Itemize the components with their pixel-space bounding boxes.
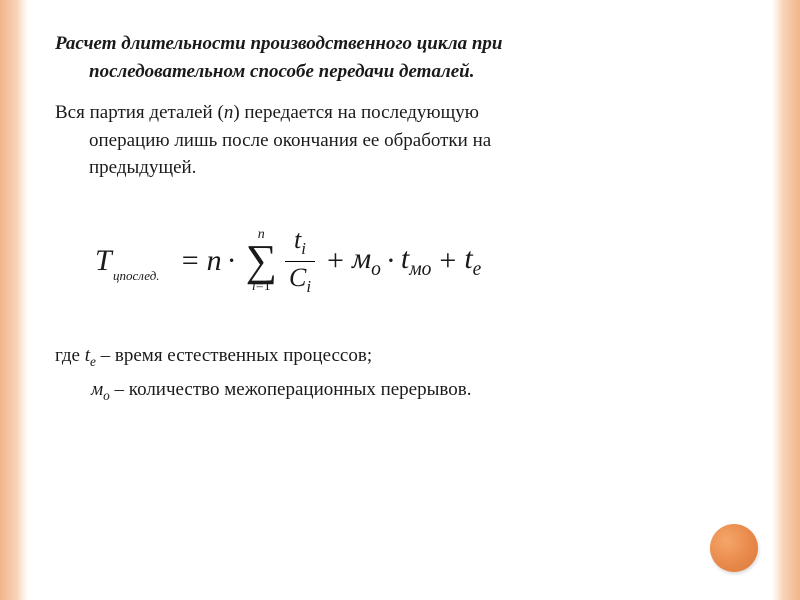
def-mo-text: – количество межоперационных перерывов. bbox=[110, 379, 472, 400]
formula-block: T цпослед. = n · n ∑ i=1 ti Ci bbox=[95, 226, 745, 297]
def-te: где tе – время естественных процессов; bbox=[55, 340, 745, 373]
slide-title: Расчет длительности производственного ци… bbox=[55, 30, 745, 85]
sigma-symbol: ∑ bbox=[246, 242, 277, 279]
def-mo: мо – количество межоперационных перерыво… bbox=[55, 374, 745, 407]
para-var-n: n bbox=[224, 102, 234, 123]
dot-2: · bbox=[386, 244, 396, 278]
para-text-1b: ) передается на последующую bbox=[233, 102, 479, 123]
where-label: где bbox=[55, 345, 85, 366]
tmo-letter: t bbox=[401, 242, 409, 275]
sigma-block: n ∑ i=1 bbox=[246, 228, 277, 293]
den-C: C bbox=[289, 263, 306, 292]
para-line-2: операцию лишь после окончания ее обработ… bbox=[55, 127, 745, 155]
para-text-1a: Вся партия деталей ( bbox=[55, 102, 224, 123]
m-sub: о bbox=[371, 259, 381, 280]
var-n: n bbox=[207, 244, 222, 278]
num-i: i bbox=[301, 239, 306, 258]
slide-content: Расчет длительности производственного ци… bbox=[55, 30, 745, 407]
den-i: i bbox=[306, 277, 311, 296]
tmo-sub: мо bbox=[409, 259, 431, 280]
right-gradient-border bbox=[772, 0, 800, 600]
fraction-line bbox=[285, 261, 315, 262]
var-te: tе bbox=[464, 242, 481, 281]
fraction-numerator: ti bbox=[290, 226, 310, 259]
te-letter: t bbox=[464, 242, 472, 275]
formula: T цпослед. = n · n ∑ i=1 ti Ci bbox=[95, 226, 745, 297]
m-letter: м bbox=[352, 242, 371, 275]
var-T: T цпослед. bbox=[95, 244, 118, 278]
equals-sign: = bbox=[182, 244, 199, 278]
def-mo-sub: о bbox=[103, 387, 110, 402]
plus-2: + bbox=[439, 244, 456, 278]
var-m: мо bbox=[352, 242, 381, 281]
title-line-1: Расчет длительности производственного ци… bbox=[55, 30, 745, 58]
para-line-3: предыдущей. bbox=[55, 154, 745, 182]
dot-1: · bbox=[227, 244, 237, 278]
left-gradient-border bbox=[0, 0, 28, 600]
def-te-text: – время естественных процессов; bbox=[96, 345, 372, 366]
sigma-lower: i=1 bbox=[252, 280, 271, 294]
sigma-eq: = bbox=[256, 279, 264, 294]
paragraph: Вся партия деталей (n) передается на пос… bbox=[55, 99, 745, 182]
fraction-denominator: Ci bbox=[285, 264, 315, 297]
var-tmo: tмо bbox=[401, 242, 432, 281]
sigma-1: 1 bbox=[264, 279, 271, 294]
T-letter: T bbox=[95, 244, 112, 277]
title-line-2: последовательном способе передачи детале… bbox=[55, 58, 745, 86]
definitions: где tе – время естественных процессов; м… bbox=[55, 340, 745, 407]
T-subscript: цпослед. bbox=[113, 268, 160, 284]
plus-1: + bbox=[327, 244, 344, 278]
decorative-circle-icon bbox=[710, 524, 758, 572]
fraction: ti Ci bbox=[285, 226, 315, 297]
te-sub: е bbox=[473, 259, 482, 280]
def-mo-var: м bbox=[91, 379, 103, 400]
